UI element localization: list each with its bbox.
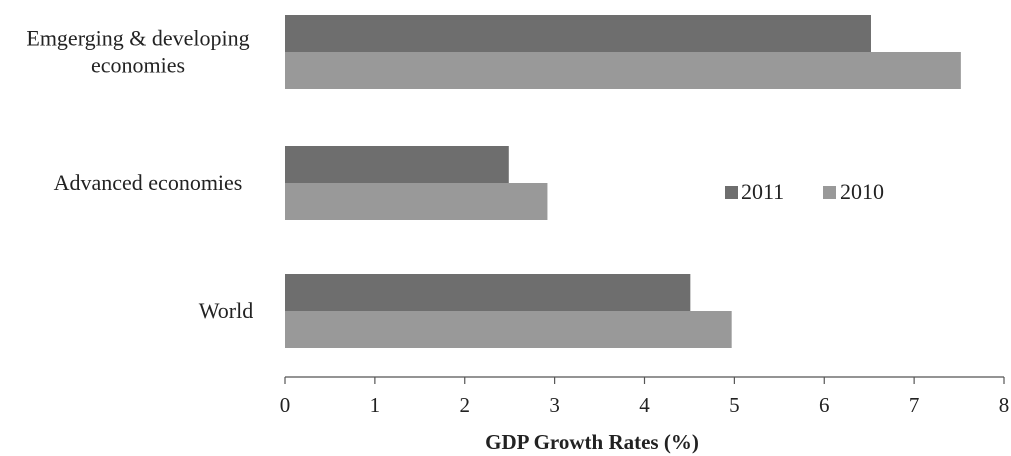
x-tick-label-2: 2 [460, 393, 471, 417]
x-axis-title: GDP Growth Rates (%) [485, 430, 699, 454]
category-label-2: World [199, 298, 253, 323]
legend-label-2011: 2011 [741, 179, 784, 204]
bar-2011-cat-1 [285, 146, 509, 183]
bar-2010-cat-0 [285, 52, 961, 89]
bar-2010-cat-2 [285, 311, 732, 348]
legend-label-2010: 2010 [840, 179, 884, 204]
x-tick-label-4: 4 [639, 393, 650, 417]
legend: 2011 2010 [725, 179, 884, 204]
x-tick-label-3: 3 [549, 393, 560, 417]
x-tick-label-0: 0 [280, 393, 291, 417]
bars-group [285, 15, 961, 348]
x-tick-label-1: 1 [370, 393, 381, 417]
x-ticks: 0 1 2 3 4 5 6 7 8 [280, 377, 1010, 417]
bar-2011-cat-0 [285, 15, 871, 52]
category-label-0: Emgerging & developing economies [26, 26, 249, 78]
x-tick-label-8: 8 [999, 393, 1010, 417]
x-tick-label-7: 7 [909, 393, 920, 417]
legend-swatch-2010 [823, 186, 836, 199]
bar-2010-cat-1 [285, 183, 548, 220]
category-labels: Emgerging & developing economies Advanced … [26, 26, 253, 324]
x-tick-label-5: 5 [729, 393, 740, 417]
legend-swatch-2011 [725, 186, 738, 199]
category-label-1: Advanced economies [54, 170, 243, 195]
bar-2011-cat-2 [285, 274, 691, 311]
x-tick-label-6: 6 [819, 393, 830, 417]
